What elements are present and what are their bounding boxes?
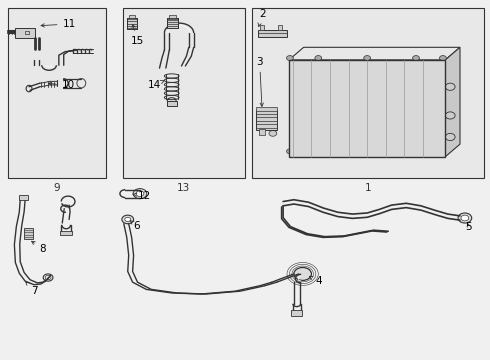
Text: 2: 2 <box>258 9 266 27</box>
Bar <box>15 28 35 39</box>
Circle shape <box>294 267 312 280</box>
Text: 10: 10 <box>49 80 74 90</box>
Circle shape <box>413 55 419 60</box>
Bar <box>129 15 135 18</box>
Circle shape <box>445 83 455 90</box>
Circle shape <box>287 55 294 60</box>
Circle shape <box>136 191 144 197</box>
Circle shape <box>445 134 455 140</box>
Bar <box>127 18 137 30</box>
Text: 8: 8 <box>32 241 46 254</box>
Bar <box>256 110 277 130</box>
Bar <box>278 25 282 30</box>
Bar <box>258 30 287 37</box>
Circle shape <box>133 189 147 199</box>
Circle shape <box>445 112 455 119</box>
Text: 5: 5 <box>466 222 472 231</box>
Bar <box>169 15 175 18</box>
Bar <box>292 310 302 316</box>
Circle shape <box>364 55 370 60</box>
Circle shape <box>122 215 134 224</box>
Bar <box>24 228 33 239</box>
Polygon shape <box>445 47 460 157</box>
Text: 3: 3 <box>256 57 264 106</box>
Circle shape <box>125 217 131 222</box>
Bar <box>289 60 445 157</box>
Bar <box>8 8 106 178</box>
Circle shape <box>269 131 277 136</box>
Bar <box>259 130 265 135</box>
Text: 13: 13 <box>177 183 191 193</box>
Text: 9: 9 <box>53 183 60 193</box>
Circle shape <box>458 213 472 223</box>
Bar <box>123 8 245 178</box>
Text: 11: 11 <box>41 19 76 29</box>
Bar <box>260 25 264 30</box>
Text: 6: 6 <box>130 221 140 231</box>
Text: 7: 7 <box>26 282 38 296</box>
Polygon shape <box>289 47 460 60</box>
Bar <box>19 195 27 200</box>
Circle shape <box>287 149 294 154</box>
Bar <box>167 18 177 28</box>
Circle shape <box>315 55 322 60</box>
Circle shape <box>440 55 446 60</box>
Bar <box>256 107 277 111</box>
Text: 4: 4 <box>309 276 321 286</box>
Text: 1: 1 <box>365 183 371 193</box>
Text: 12: 12 <box>133 191 151 201</box>
Bar <box>167 101 176 107</box>
Text: 15: 15 <box>131 24 144 46</box>
Circle shape <box>461 215 469 221</box>
Bar <box>252 8 485 178</box>
Text: 14: 14 <box>148 80 164 90</box>
Bar <box>25 31 29 34</box>
Bar <box>60 231 72 234</box>
